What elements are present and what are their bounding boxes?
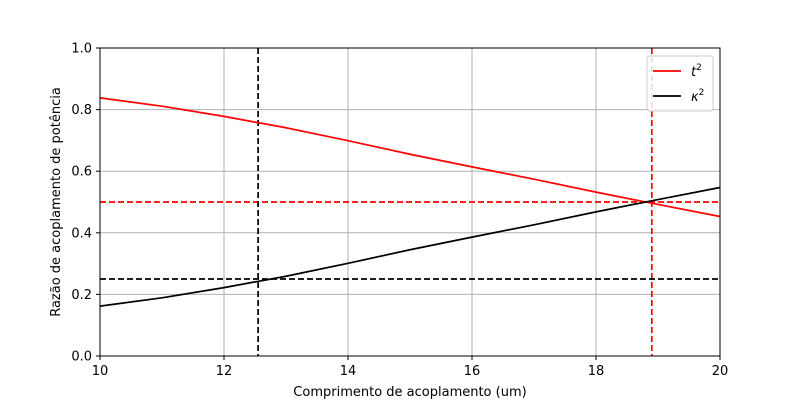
series-lines [99,97,721,307]
x-axis-title: Comprimento de acoplamento (um) [293,385,526,400]
x-tick-label: 18 [588,364,605,379]
x-axis-ticks: 10 12 14 16 18 20 [92,356,729,379]
legend-label: t2 [691,63,702,80]
y-tick-label: 0.0 [71,350,92,365]
series-line-0 [99,97,721,218]
legend-box [646,55,714,112]
x-tick-label: 14 [340,364,357,379]
x-tick-label: 16 [464,364,481,379]
y-tick-label: 0.6 [71,165,92,180]
series-line-1 [99,186,721,307]
x-tick-label: 12 [216,364,233,379]
y-axis-ticks: 0.0 0.2 0.4 0.6 0.8 1.0 [71,42,100,365]
reference-lines [100,48,720,356]
y-axis-title: Razão de acoplamento de potência [49,87,64,317]
y-tick-label: 0.2 [71,288,92,303]
y-tick-label: 0.4 [71,226,92,241]
plot-frame [99,47,721,357]
x-tick-label: 20 [712,364,729,379]
y-tick-label: 0.8 [71,103,92,118]
y-tick-label: 1.0 [71,42,92,57]
x-tick-label: 10 [92,364,109,379]
